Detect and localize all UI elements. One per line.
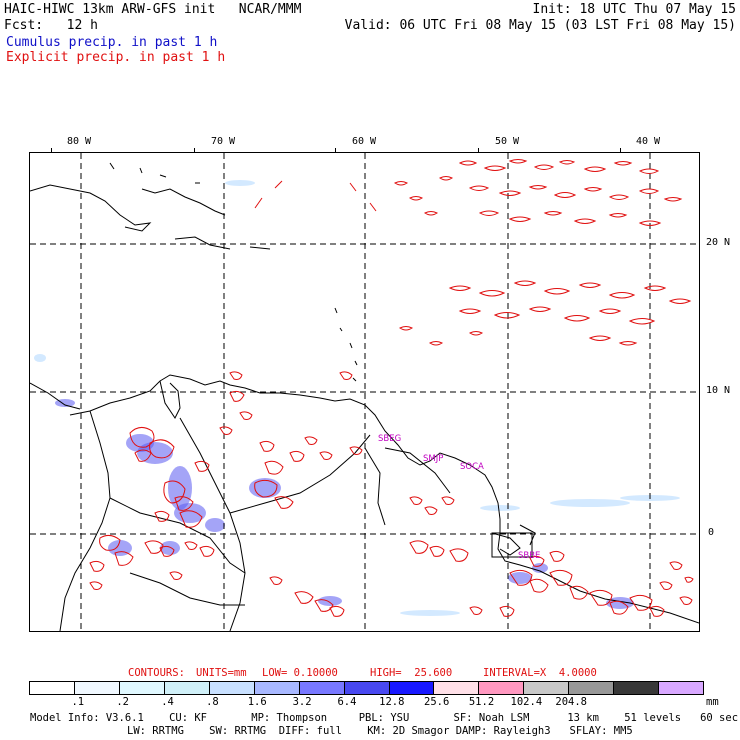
cumulus-precip-layer [55,399,634,609]
inset-box [491,532,533,558]
tick-top [335,148,336,152]
colorbar-cell [389,682,435,694]
colorbar-tick-label: .1 [71,696,85,708]
map-canvas [30,153,699,631]
colorbar-cell [299,682,345,694]
coastlines [30,162,699,631]
lon-label-50w: 50 W [495,136,520,147]
contours-label: CONTOURS: [128,667,185,679]
lat-lon-grid [30,153,699,631]
model-info-line2: LW: RRTMG SW: RRTMG DIFF: full KM: 2D Sm… [127,725,633,737]
colorbar-tick-label: 1.6 [247,696,267,708]
explicit-precip-contours [89,159,694,617]
colorbar-cell [344,682,390,694]
contours-high: HIGH= 25.600 [370,667,453,679]
colorbar-tick-label: 25.6 [424,696,450,708]
lon-label-40w: 40 W [636,136,661,147]
colorbar-unit: mm [706,696,719,708]
colorbar-tick-label: 6.4 [337,696,357,708]
lon-label-70w: 70 W [211,136,236,147]
lat-label-20n: 20 N [706,237,731,248]
colorbar [29,681,704,695]
contours-units: UNITS=mm [196,667,247,679]
model-title: HAIC-HIWC 13km ARW-GFS init NCAR/MMM [4,2,302,17]
colorbar-tick-label: .2 [116,696,129,708]
colorbar-tick-label: 204.8 [555,696,587,708]
city-label-sbbe: SBBE [518,551,541,561]
tick-top [620,148,621,152]
colorbar-cell [209,682,255,694]
lat-label-eq: 0 [708,527,715,538]
tick-top [194,148,195,152]
colorbar-cell [479,682,525,694]
city-label-smjp: SMJP [423,454,444,464]
colorbar-cell [434,682,480,694]
model-info-line1: Model Info: V3.6.1 CU: KF MP: Thompson P… [30,712,739,724]
colorbar-cell [30,682,75,694]
city-label-sbeg: SBEG [378,434,402,444]
precip-map[interactable]: SBEG SMJP SOCA SBBE [29,152,700,632]
colorbar-tick-label: 51.2 [468,696,495,708]
colorbar-tick-label: .4 [161,696,174,708]
forecast-hour: Fcst: 12 h [4,18,98,33]
lat-label-10n: 10 N [706,385,731,396]
colorbar-tick-label: 3.2 [292,696,312,708]
colorbar-cell [119,682,165,694]
init-time: Init: 18 UTC Thu 07 May 15 [532,2,737,17]
city-label-soca: SOCA [460,462,484,472]
contours-interval: INTERVAL=X 4.0000 [483,667,597,679]
colorbar-tick-label: 12.8 [379,696,405,708]
colorbar-cell [659,682,704,694]
colorbar-cell [569,682,615,694]
colorbar-cell [614,682,660,694]
tick-top [51,148,52,152]
colorbar-cell [254,682,300,694]
cumulus-legend-label: Cumulus precip. in past 1 h [6,35,218,50]
lon-label-60w: 60 W [352,136,377,147]
valid-time: Valid: 06 UTC Fri 08 May 15 (03 LST Fri … [344,18,736,33]
colorbar-tick-label: 102.4 [510,696,543,708]
colorbar-cell [74,682,120,694]
colorbar-cell [524,682,570,694]
contours-low: LOW= 0.10000 [262,667,338,679]
lon-label-80w: 80 W [67,136,92,147]
tick-top [478,148,479,152]
light-precip-layer [34,180,680,616]
colorbar-tick-label: .8 [206,696,219,708]
colorbar-cell [164,682,210,694]
explicit-legend-label: Explicit precip. in past 1 h [6,50,226,65]
